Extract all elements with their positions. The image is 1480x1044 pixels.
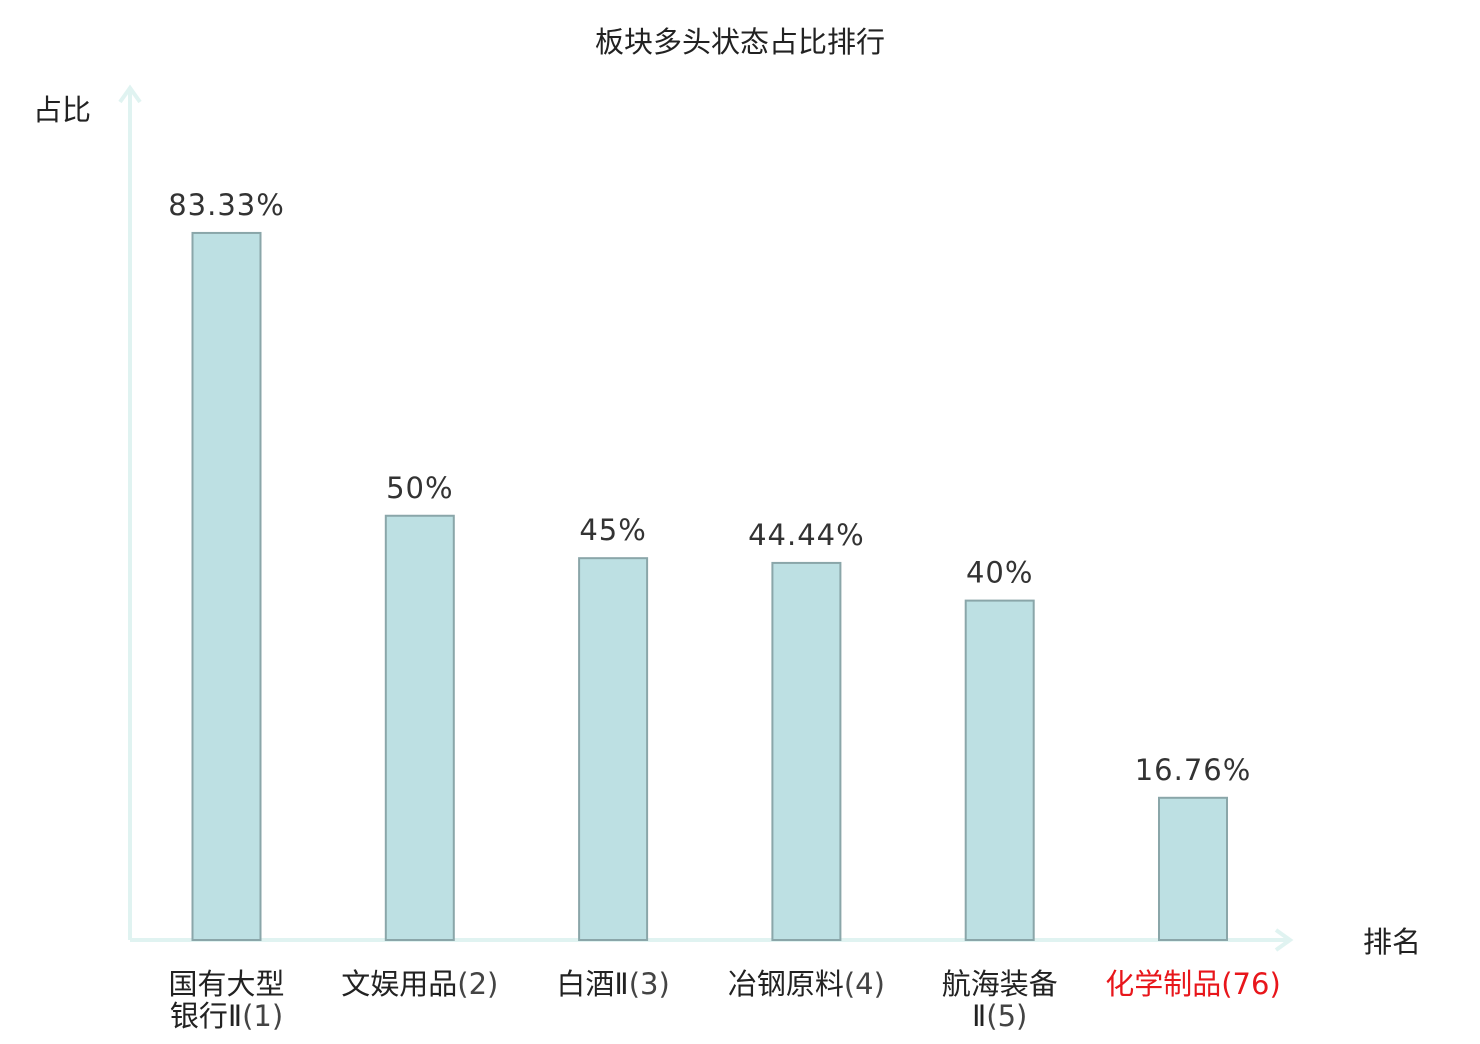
bar — [578, 557, 649, 941]
x-tick-label: 文娱用品(2) — [341, 967, 498, 1001]
x-tick-name: 化学制品 — [1105, 967, 1221, 1001]
bar — [191, 231, 262, 941]
bars-group — [191, 231, 1228, 941]
x-tick-rank: (4) — [844, 967, 885, 1001]
axes — [118, 84, 1294, 952]
value-label: 45% — [579, 513, 646, 547]
x-tick-rank: (3) — [629, 967, 670, 1001]
x-tick-rank: (5) — [986, 999, 1027, 1033]
x-tick-name: 国有大型 — [168, 967, 284, 1001]
bar — [771, 561, 842, 941]
x-tick-label: 航海装备 — [942, 967, 1058, 1001]
value-label: 83.33% — [168, 188, 285, 222]
x-tick-label: 冶钢原料(4) — [728, 967, 885, 1001]
x-tick-rank: (1) — [242, 999, 283, 1033]
x-tick-label: 银行Ⅱ(1) — [170, 999, 283, 1033]
bar — [1158, 796, 1228, 941]
value-label: 16.76% — [1135, 753, 1252, 787]
x-tick-rank: (76) — [1221, 967, 1281, 1001]
x-tick-label: 国有大型 — [168, 967, 284, 1001]
x-tick-name: 航海装备 — [942, 967, 1058, 1001]
x-tick-name: 文娱用品 — [341, 967, 457, 1001]
chart-title: 板块多头状态占比排行 — [595, 25, 885, 59]
x-tick-label: 化学制品(76) — [1105, 967, 1281, 1001]
y-axis-arrow — [118, 84, 142, 104]
value-label: 44.44% — [748, 518, 865, 552]
bar — [964, 599, 1035, 941]
x-axis-label: 排名 — [1363, 925, 1421, 959]
x-tick-name: 银行Ⅱ — [170, 999, 242, 1033]
bar — [384, 514, 455, 941]
value-labels-group: 83.33% 50% 45% 44.44% 40% 16.76% — [168, 188, 1252, 787]
value-label: 50% — [386, 471, 453, 505]
x-tick-label: Ⅱ(5) — [972, 999, 1027, 1033]
x-tick-name: 冶钢原料 — [728, 967, 844, 1001]
x-tick-name: 白酒Ⅱ — [556, 967, 628, 1001]
x-tick-name: Ⅱ — [972, 999, 986, 1033]
x-axis-arrow — [1274, 928, 1294, 952]
y-axis-label: 占比 — [33, 93, 91, 127]
x-tick-rank: (2) — [457, 967, 498, 1001]
x-tick-label: 白酒Ⅱ(3) — [556, 967, 669, 1001]
value-label: 40% — [966, 556, 1033, 590]
